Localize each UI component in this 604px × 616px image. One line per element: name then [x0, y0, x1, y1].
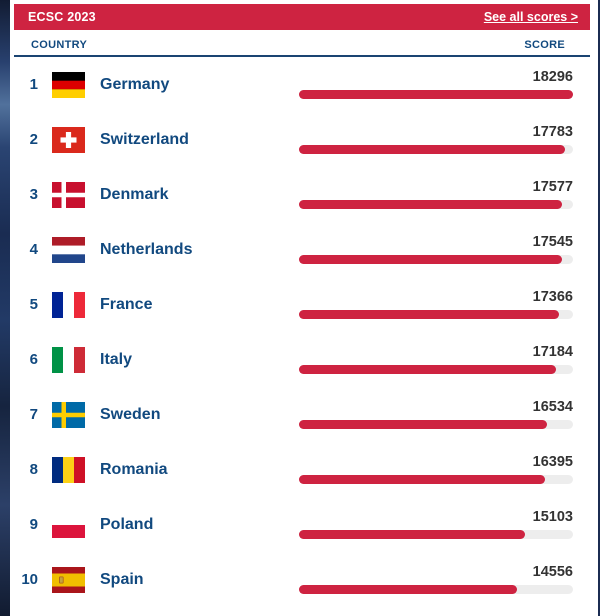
page-edge-right-border: [598, 0, 600, 616]
score-cell: 16395: [299, 455, 573, 484]
score-bar-track: [299, 89, 573, 99]
header-divider: [14, 55, 590, 57]
score-bar-track: [299, 584, 573, 594]
score-cell: 17783: [299, 125, 573, 154]
score-value: 17577: [532, 179, 573, 196]
country-name: Italy: [100, 350, 133, 368]
page-edge-left-strip: [0, 0, 10, 616]
country-row: 4 Netherlands 17545: [14, 222, 590, 277]
country-row: 9 Poland 15103: [14, 497, 590, 552]
country-name: Spain: [100, 570, 144, 588]
score-bar-track: [299, 529, 573, 539]
see-all-scores-link[interactable]: See all scores >: [483, 10, 578, 24]
score-bar-track: [299, 309, 573, 319]
rank-label: 2: [29, 131, 38, 148]
flag-switzerland-icon: [52, 126, 85, 153]
score-bar-track: [299, 364, 573, 374]
flag-italy-icon: [52, 346, 85, 373]
score-bar-track: [299, 474, 573, 484]
rank-label: 9: [29, 516, 38, 533]
country-row: 1 Germany 18296: [14, 57, 590, 112]
score-value: 15103: [532, 509, 573, 526]
rank-label: 10: [21, 571, 38, 588]
score-bar-fill: [299, 254, 562, 264]
score-cell: 18296: [299, 70, 573, 99]
score-bar-fill: [299, 199, 563, 209]
column-header-country: COUNTRY: [31, 39, 88, 51]
score-bar-fill: [299, 419, 547, 429]
flag-spain-icon: [52, 566, 85, 593]
flag-sweden-icon: [52, 401, 85, 428]
column-headers: COUNTRY SCORE: [14, 39, 590, 51]
country-row: 6 Italy 17184: [14, 332, 590, 387]
country-name: Switzerland: [100, 130, 189, 148]
score-cell: 14556: [299, 565, 573, 594]
country-row: 3 Denmark 17577: [14, 167, 590, 222]
country-row: 7 Sweden 16534: [14, 387, 590, 442]
score-cell: 16534: [299, 400, 573, 429]
score-bar-fill: [299, 144, 566, 154]
country-name: France: [100, 295, 153, 313]
rank-label: 8: [29, 461, 38, 478]
score-bar-fill: [299, 364, 557, 374]
flag-denmark-icon: [52, 181, 85, 208]
country-name: Sweden: [100, 405, 161, 423]
score-value: 17184: [532, 344, 573, 361]
score-bar-fill: [299, 309, 560, 319]
score-value: 17545: [532, 234, 573, 251]
score-bar-track: [299, 419, 573, 429]
rows: 1 Germany 18296 2 Switzerland 17783 3 De…: [14, 57, 590, 607]
country-name: Germany: [100, 75, 170, 93]
rank-label: 3: [29, 186, 38, 203]
score-cell: 17545: [299, 235, 573, 264]
country-name: Netherlands: [100, 240, 193, 258]
score-bar-fill: [299, 529, 526, 539]
score-cell: 15103: [299, 510, 573, 539]
flag-france-icon: [52, 291, 85, 318]
scoreboard-card: ECSC 2023 See all scores > COUNTRY SCORE…: [14, 4, 590, 607]
score-cell: 17577: [299, 180, 573, 209]
score-cell: 17184: [299, 345, 573, 374]
score-value: 16395: [532, 454, 573, 471]
score-bar-fill: [299, 89, 573, 99]
score-bar-track: [299, 199, 573, 209]
column-header-score: SCORE: [524, 39, 565, 51]
scoreboard-header: ECSC 2023 See all scores >: [14, 4, 590, 30]
score-value: 14556: [532, 564, 573, 581]
flag-germany-icon: [52, 71, 85, 98]
country-name: Denmark: [100, 185, 169, 203]
score-bar-fill: [299, 584, 517, 594]
score-value: 16534: [532, 399, 573, 416]
country-row: 8 Romania 16395: [14, 442, 590, 497]
scoreboard-title: ECSC 2023: [28, 10, 96, 24]
country-row: 2 Switzerland 17783: [14, 112, 590, 167]
score-bar-track: [299, 254, 573, 264]
country-row: 5 France 17366: [14, 277, 590, 332]
score-value: 17783: [532, 124, 573, 141]
rank-label: 7: [29, 406, 38, 423]
rank-label: 4: [29, 241, 38, 258]
country-name: Romania: [100, 460, 168, 478]
score-value: 18296: [532, 69, 573, 86]
country-name: Poland: [100, 515, 154, 533]
rank-label: 1: [29, 76, 38, 93]
score-bar-fill: [299, 474, 545, 484]
score-bar-track: [299, 144, 573, 154]
flag-poland-icon: [52, 511, 85, 538]
rank-label: 6: [29, 351, 38, 368]
rank-label: 5: [29, 296, 38, 313]
score-value: 17366: [532, 289, 573, 306]
score-cell: 17366: [299, 290, 573, 319]
country-row: 10 Spain 14556: [14, 552, 590, 607]
flag-netherlands-icon: [52, 236, 85, 263]
flag-romania-icon: [52, 456, 85, 483]
